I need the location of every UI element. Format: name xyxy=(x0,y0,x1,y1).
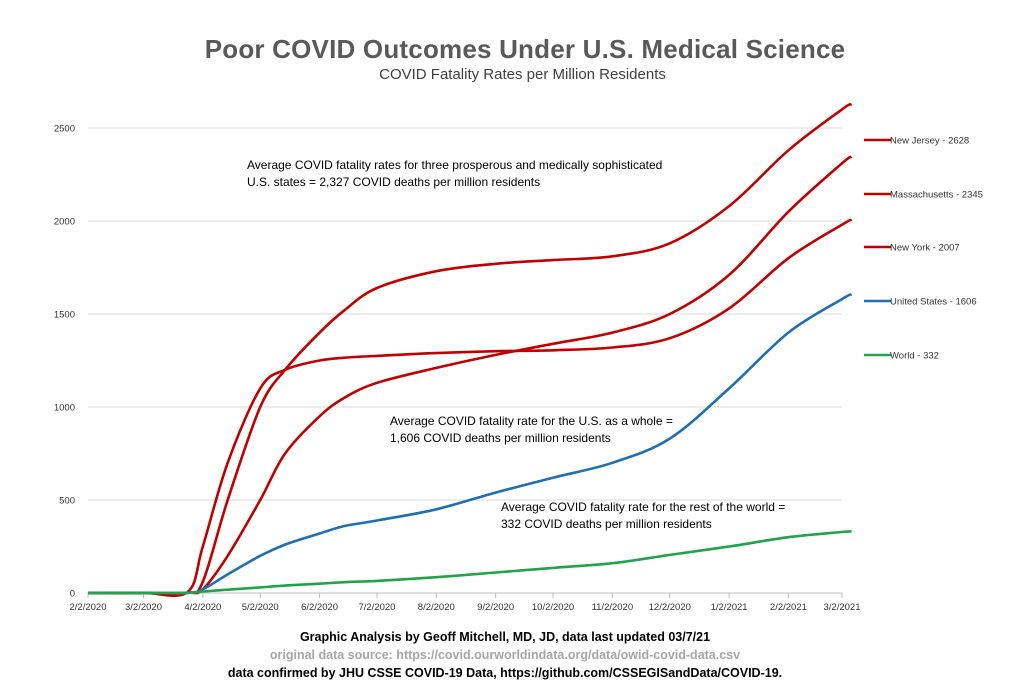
legend-label: New York - 2007 xyxy=(890,243,960,254)
series-line-4 xyxy=(88,529,852,595)
x-tick-label: 9/2/2020 xyxy=(477,602,514,613)
legend-label: World - 332 xyxy=(890,351,939,362)
y-tick-label: 1500 xyxy=(54,310,75,321)
y-tick-label: 500 xyxy=(59,496,75,507)
y-tick-label: 0 xyxy=(70,589,75,600)
x-tick-label: 10/2/2020 xyxy=(532,602,574,613)
x-tick-label: 5/2/2020 xyxy=(242,602,279,613)
annotation-world: Average COVID fatality rate for the rest… xyxy=(501,500,786,531)
x-tick-label: 2/2/2021 xyxy=(770,602,807,613)
series-line-3 xyxy=(88,293,853,595)
annotation-us: Average COVID fatality rate for the U.S.… xyxy=(390,414,673,445)
x-tick-label: 12/2/2020 xyxy=(649,602,691,613)
series-line-2 xyxy=(87,218,853,598)
x-tick-label: 3/2/2020 xyxy=(125,602,162,613)
y-tick-label: 2500 xyxy=(54,124,75,135)
x-tick-label: 4/2/2020 xyxy=(184,602,221,613)
x-tick-label: 11/2/2020 xyxy=(592,602,634,613)
x-tick-label: 2/2/2020 xyxy=(70,602,107,613)
legend-label: New Jersey - 2628 xyxy=(890,136,969,147)
y-tick-label: 2000 xyxy=(54,217,75,228)
x-tick-label: 6/2/2020 xyxy=(301,602,338,613)
x-tick-label: 7/2/2020 xyxy=(358,602,395,613)
line-chart: 0 500 1000 1500 2000 2500 2/2/2020 3/2/2020 4/2/… xyxy=(54,102,983,613)
series-line-0 xyxy=(87,102,853,595)
legend-label: Massachusetts - 2345 xyxy=(890,190,983,201)
chart-title: Poor COVID Outcomes Under U.S. Medical S… xyxy=(204,34,846,64)
annotation-states: Average COVID fatality rates for three p… xyxy=(247,158,663,189)
x-tick-label: 3/2/2021 xyxy=(824,602,861,613)
y-tick-label: 1000 xyxy=(54,403,75,414)
x-tick-label: 1/2/2021 xyxy=(711,602,748,613)
chart-subtitle: COVID Fatality Rates per Million Residen… xyxy=(379,66,666,83)
legend-label: United States - 1606 xyxy=(890,297,977,308)
footer-source: original data source: https://covid.ourw… xyxy=(269,648,741,662)
footer-confirmation: data confirmed by JHU CSSE COVID-19 Data… xyxy=(227,666,783,680)
x-tick-label: 8/2/2020 xyxy=(418,602,455,613)
footer-credit: Graphic Analysis by Geoff Mitchell, MD, … xyxy=(299,630,711,644)
